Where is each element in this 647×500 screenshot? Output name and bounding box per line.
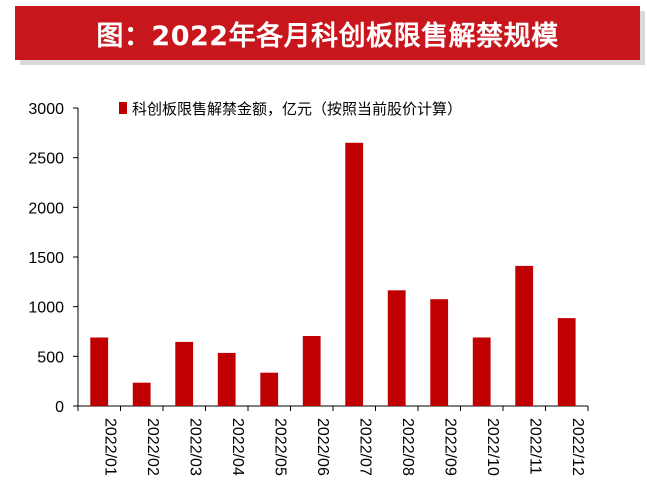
- y-tick-label: 1000: [28, 300, 64, 317]
- bar-2022-03: [175, 341, 194, 406]
- bar-2022-07: [345, 142, 364, 407]
- bars: [90, 142, 576, 407]
- x-axis: 2022/01 2022/02 2022/03 2022/04 2022/05 2022/…: [77, 405, 589, 476]
- bar-2022-06: [302, 336, 321, 406]
- bar-2022-04: [217, 352, 236, 406]
- y-tick-label: 500: [37, 349, 64, 366]
- y-axis: 0 500 1000 1500 2000 2500 3000: [28, 101, 79, 416]
- x-tick-label: 2022/04: [229, 418, 246, 476]
- x-tick-label: 2022/07: [356, 418, 373, 476]
- bar-2022-10: [472, 337, 491, 406]
- x-tick-label: 2022/05: [271, 418, 288, 476]
- bar-2022-02: [132, 382, 151, 406]
- bar-2022-12: [557, 318, 576, 406]
- x-tick-label: 2022/08: [399, 418, 416, 476]
- x-tick-label: 2022/06: [314, 418, 331, 476]
- x-tick-label: 2022/12: [569, 418, 586, 476]
- bar-2022-11: [515, 265, 534, 406]
- y-tick-label: 2500: [28, 151, 64, 168]
- y-tick-label: 2000: [28, 200, 64, 217]
- x-tick-label: 2022/09: [441, 418, 458, 476]
- bar-2022-09: [430, 299, 449, 406]
- x-tick-label: 2022/01: [101, 418, 118, 476]
- chart-title: 图：2022年各月科创板限售解禁规模: [96, 20, 559, 52]
- x-tick-label: 2022/11: [526, 418, 543, 475]
- y-tick-label: 1500: [28, 250, 64, 267]
- y-tick-label: 0: [55, 399, 64, 416]
- bar-2022-05: [260, 372, 279, 406]
- x-tick-label: 2022/03: [186, 418, 203, 476]
- x-tick-label: 2022/10: [484, 418, 501, 476]
- legend-swatch: [119, 102, 127, 114]
- legend-label: 科创板限售解禁金额，亿元（按照当前股价计算）: [132, 100, 462, 118]
- legend: 科创板限售解禁金额，亿元（按照当前股价计算）: [119, 100, 462, 118]
- x-tick-label: 2022/02: [144, 418, 161, 476]
- y-tick-label: 3000: [28, 101, 64, 118]
- title-banner: 图：2022年各月科创板限售解禁规模: [15, 6, 640, 60]
- bar-2022-08: [387, 290, 406, 406]
- bar-2022-01: [90, 337, 109, 406]
